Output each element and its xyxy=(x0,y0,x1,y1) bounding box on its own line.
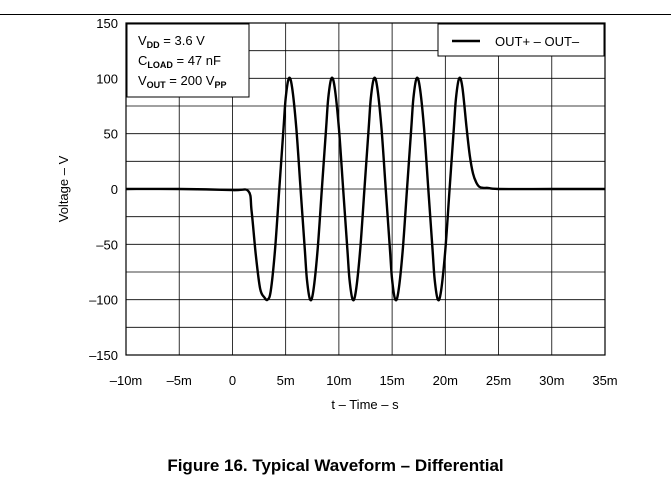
y-tick-labels: –150 –100 –50 0 50 100 150 xyxy=(89,16,118,363)
y-tick-label: 0 xyxy=(111,182,118,197)
y-tick-label: 100 xyxy=(96,71,118,86)
x-tick-label: 0 xyxy=(229,373,236,388)
annotation-frame xyxy=(126,23,250,98)
y-axis-label: Voltage – V xyxy=(56,155,71,222)
y-tick-label: 50 xyxy=(104,127,118,142)
y-tick-label: –100 xyxy=(89,293,118,308)
figure-caption: Figure 16. Typical Waveform – Differenti… xyxy=(167,456,504,475)
plot-frame xyxy=(125,22,606,356)
series-line-out-diff xyxy=(125,76,605,302)
y-tick-label: 150 xyxy=(96,16,118,31)
x-tick-label: –10m xyxy=(110,373,143,388)
waveform-chart: –10m –5m 0 5m 10m 15m 20m 25m 30m 35m –150 –100 –50… xyxy=(56,16,618,412)
x-axis-label: t – Time – s xyxy=(331,397,399,412)
annotation-box: VDD = 3.6 V CLOAD = 47 nF VOUT = 200 VPP xyxy=(126,23,250,98)
annotation-line-vout: VOUT = 200 VPP xyxy=(138,73,226,90)
x-tick-label: 5m xyxy=(277,373,295,388)
x-tick-label: 10m xyxy=(326,373,351,388)
annotation-line-vdd: VDD = 3.6 V xyxy=(138,33,205,50)
legend-label: OUT+ – OUT– xyxy=(495,34,580,49)
x-tick-label: 15m xyxy=(379,373,404,388)
x-tick-labels: –10m –5m 0 5m 10m 15m 20m 25m 30m 35m xyxy=(110,373,618,388)
x-tick-label: –5m xyxy=(167,373,192,388)
x-tick-label: 30m xyxy=(539,373,564,388)
y-tick-label: –150 xyxy=(89,348,118,363)
annotation-line-cload: CLOAD = 47 nF xyxy=(138,53,221,70)
top-rule xyxy=(0,14,671,15)
y-tick-label: –50 xyxy=(96,237,118,252)
x-tick-label: 35m xyxy=(592,373,617,388)
legend: OUT+ – OUT– xyxy=(437,23,605,57)
x-tick-label: 25m xyxy=(486,373,511,388)
x-tick-label: 20m xyxy=(433,373,458,388)
series-layer xyxy=(125,76,605,302)
